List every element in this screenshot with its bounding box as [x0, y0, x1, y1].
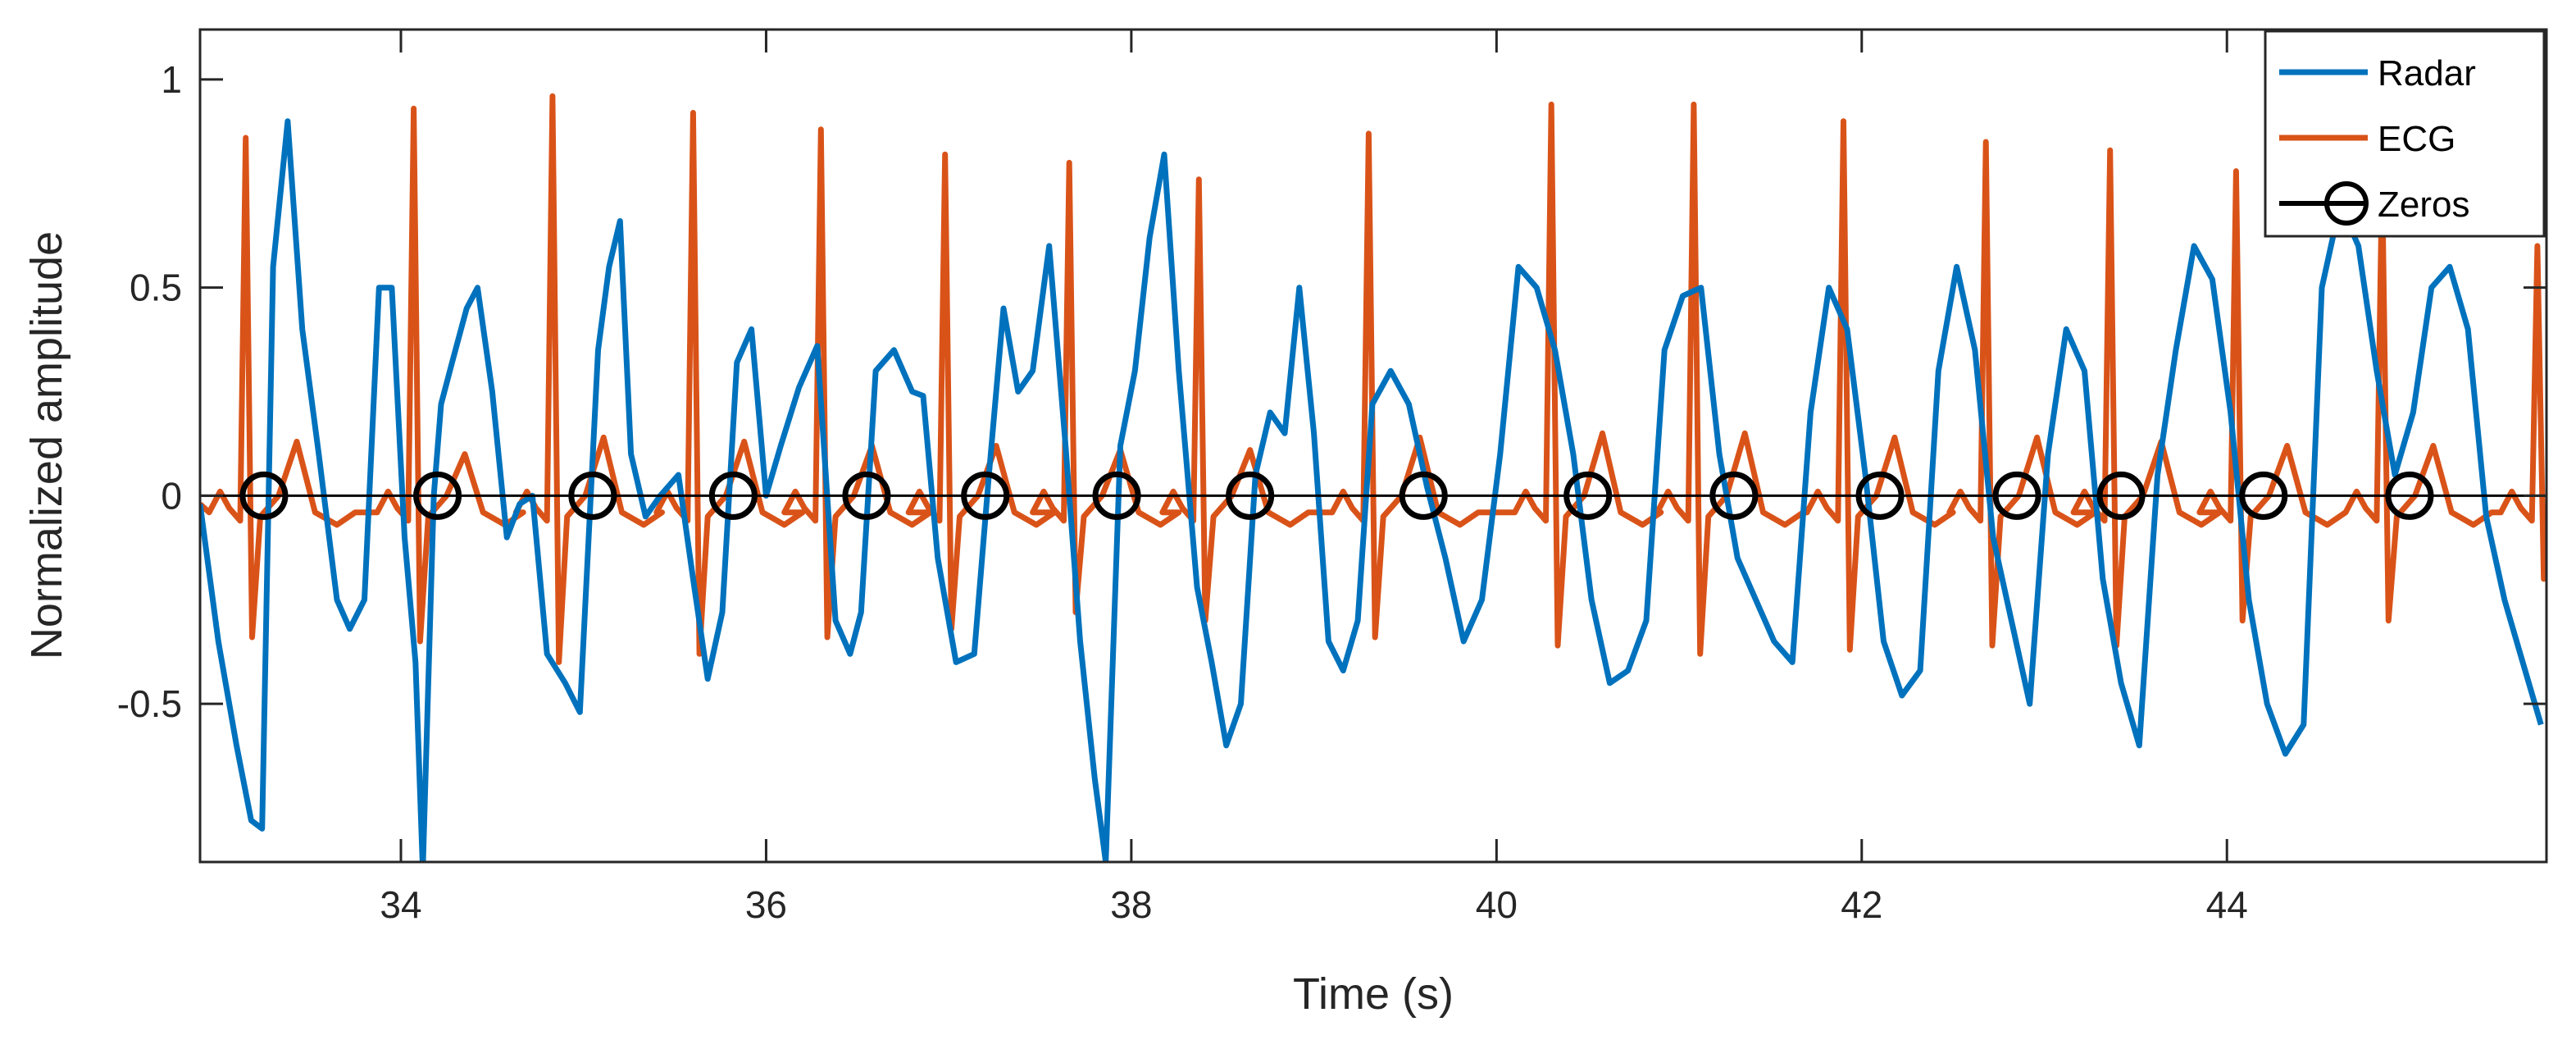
plot-frame	[198, 28, 2548, 864]
zero-marker	[1399, 471, 1448, 520]
legend-zeros-label: Zeros	[2378, 185, 2469, 225]
zero-marker	[961, 471, 1010, 520]
ecg-series-line	[200, 93, 2546, 665]
zero-marker	[842, 471, 891, 520]
x-tick-label: 36	[745, 883, 787, 926]
zero-marker	[1092, 471, 1141, 520]
x-tick-label: 38	[1110, 883, 1152, 926]
x-tick-label: 34	[380, 883, 421, 926]
zeros-markers	[239, 471, 2434, 520]
y-tick-label: 0	[161, 474, 182, 517]
legend: Radar ECG Zeros	[2264, 30, 2546, 238]
zero-marker	[413, 471, 462, 520]
zero-marker	[708, 471, 758, 520]
y-axis: -0.5 0 0.5 1	[117, 58, 2546, 725]
zero-marker	[239, 471, 289, 520]
zero-marker	[1855, 471, 1905, 520]
y-tick-label: 0.5	[130, 267, 182, 309]
zero-marker	[2385, 471, 2434, 520]
zero-marker	[1709, 471, 1759, 520]
zero-marker	[1563, 471, 1613, 520]
legend-radar-label: Radar	[2378, 53, 2476, 93]
x-tick-label: 42	[1841, 883, 1882, 926]
radar-series-line	[200, 118, 2544, 862]
x-axis: 34 36 38 40 42 44	[380, 30, 2248, 926]
legend-ecg-label: ECG	[2378, 119, 2455, 159]
zero-marker	[1226, 471, 1275, 520]
y-axis-title: Normalized amplitude	[22, 231, 71, 659]
x-axis-title: Time (s)	[1293, 969, 1454, 1019]
zero-marker	[2239, 471, 2288, 520]
x-tick-label: 44	[2206, 883, 2248, 926]
x-tick-label: 40	[1476, 883, 1518, 926]
zero-marker	[1992, 471, 2041, 520]
legend-zeros-marker	[2324, 181, 2369, 226]
y-tick-label: -0.5	[117, 682, 182, 725]
y-tick-label: 1	[161, 58, 182, 101]
series-layer	[200, 93, 2546, 862]
zero-marker	[568, 471, 617, 520]
zero-marker	[2096, 471, 2146, 520]
